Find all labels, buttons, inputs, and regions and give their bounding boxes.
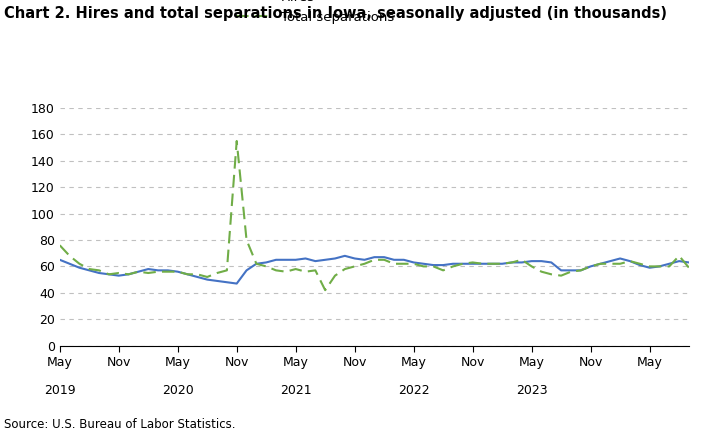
- Total separations: [252, 261, 261, 267]
- Total separations: [665, 264, 673, 269]
- Text: Source: U.S. Bureau of Labor Statistics.: Source: U.S. Bureau of Labor Statistics.: [4, 418, 235, 431]
- Hires: [252, 261, 261, 267]
- Hires: [56, 257, 64, 262]
- Total separations: [203, 274, 212, 280]
- Total separations: [399, 261, 408, 267]
- Hires: [665, 261, 673, 267]
- Hires: [331, 256, 340, 261]
- Total separations: [341, 267, 349, 272]
- Total separations: [56, 243, 64, 248]
- Text: 2019: 2019: [44, 384, 75, 397]
- Text: 2020: 2020: [162, 384, 193, 397]
- Hires: [616, 256, 624, 261]
- Text: 2022: 2022: [398, 384, 430, 397]
- Text: 2021: 2021: [280, 384, 311, 397]
- Text: 2023: 2023: [516, 384, 548, 397]
- Text: Chart 2. Hires and total separations in Iowa, seasonally adjusted (in thousands): Chart 2. Hires and total separations in …: [4, 6, 666, 22]
- Line: Hires: Hires: [60, 256, 689, 283]
- Hires: [233, 281, 241, 286]
- Hires: [341, 253, 349, 258]
- Line: Total separations: Total separations: [60, 141, 689, 290]
- Hires: [203, 277, 212, 282]
- Total separations: [233, 138, 241, 143]
- Hires: [685, 260, 693, 265]
- Total separations: [685, 265, 693, 270]
- Legend: Hires, Total separations: Hires, Total separations: [236, 0, 394, 24]
- Total separations: [616, 261, 624, 267]
- Hires: [399, 257, 408, 262]
- Total separations: [321, 288, 330, 293]
